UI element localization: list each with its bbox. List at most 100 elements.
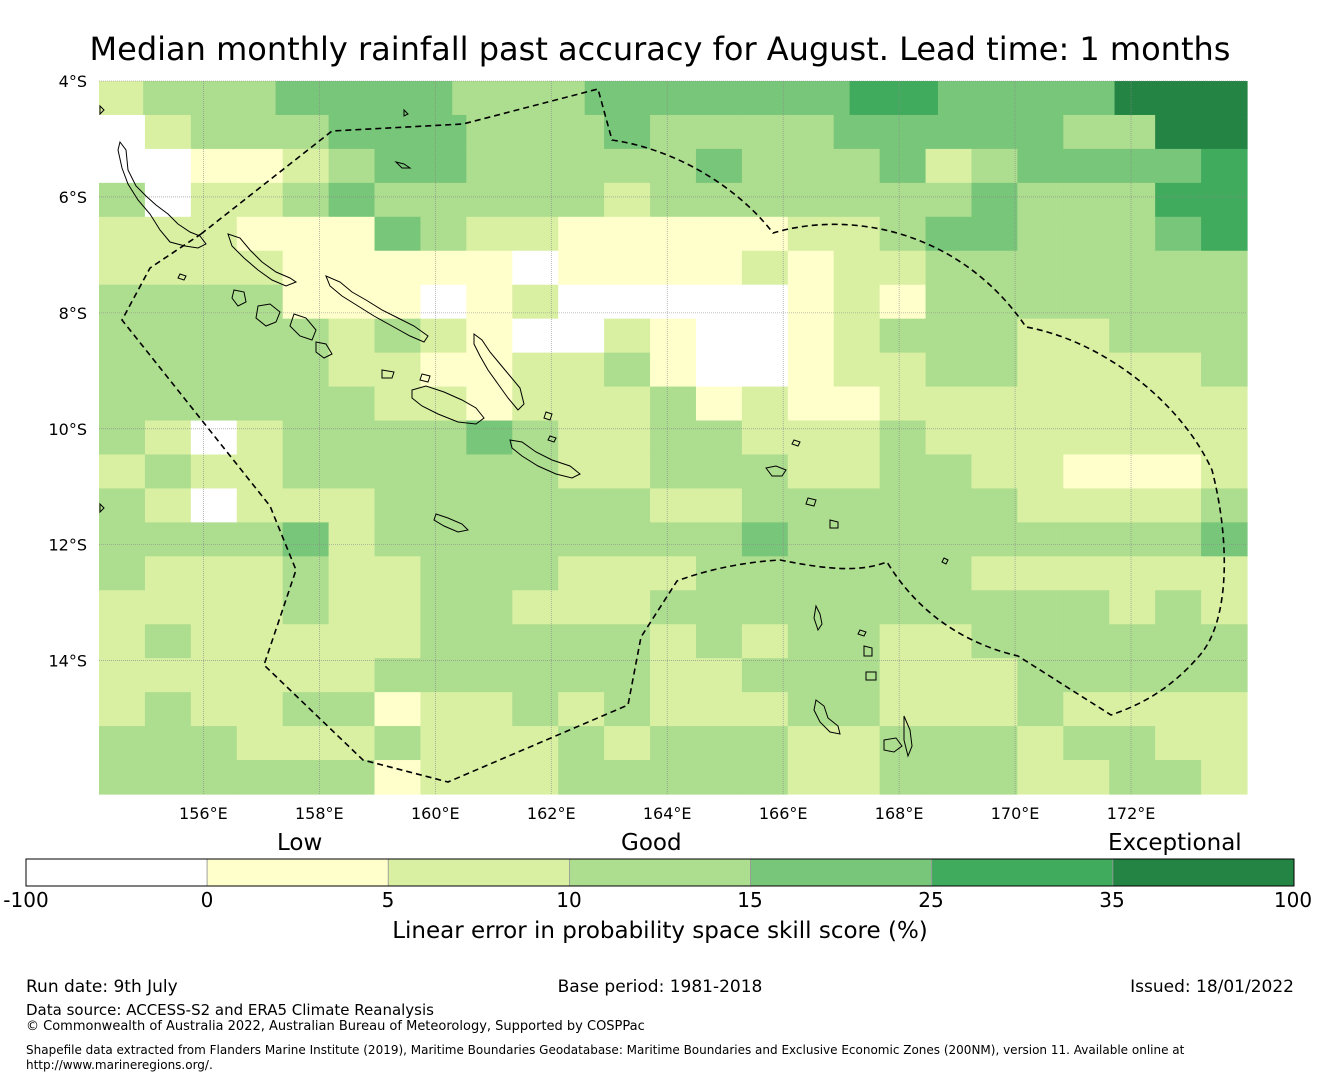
skill-cell	[1109, 352, 1156, 388]
skill-cell	[971, 658, 1018, 693]
skill-cell	[695, 624, 743, 659]
skill-cell	[282, 726, 330, 761]
skill-cell	[328, 386, 376, 422]
skill-cell	[99, 352, 146, 388]
skill-cell	[466, 284, 513, 320]
skill-cell	[833, 148, 881, 184]
skill-cell	[1155, 318, 1202, 354]
skill-cell	[1155, 216, 1202, 252]
skill-cell	[420, 182, 467, 218]
coastline-nissan	[99, 104, 105, 116]
skill-cell	[99, 556, 146, 591]
skill-cell	[374, 250, 422, 286]
skill-cell	[1201, 760, 1248, 795]
skill-cell	[282, 522, 330, 557]
skill-cell	[558, 760, 605, 795]
skill-cell	[971, 590, 1018, 625]
longitude-label: 166°E	[759, 804, 808, 823]
skill-cell	[787, 250, 835, 286]
skill-cell	[512, 658, 559, 693]
skill-cell	[604, 148, 651, 184]
skill-cell	[1201, 352, 1248, 388]
skill-cell	[833, 114, 881, 150]
colorbar-label: Linear error in probability space skill …	[392, 918, 928, 944]
skill-cell	[971, 352, 1018, 388]
skill-cell	[1158, 81, 1204, 116]
skill-cell	[374, 386, 422, 422]
skill-cell	[1063, 216, 1110, 252]
skill-cell	[1201, 148, 1248, 184]
latitude-label: 12°S	[48, 536, 87, 555]
skill-cell	[512, 284, 559, 320]
skill-cell	[741, 284, 789, 320]
skill-cell	[971, 114, 1018, 150]
coastline-choiseul	[227, 233, 298, 287]
skill-cell	[1063, 284, 1110, 320]
skill-cell	[190, 250, 238, 286]
skill-cell	[1070, 81, 1116, 116]
skill-cell	[604, 386, 651, 422]
skill-cell	[190, 590, 238, 625]
skill-cell	[512, 148, 559, 184]
skill-cell	[741, 692, 789, 727]
skill-cell	[879, 488, 927, 523]
skill-cell	[282, 250, 330, 286]
skill-cell	[971, 182, 1018, 218]
skill-cell	[971, 760, 1018, 795]
skill-cell	[1109, 522, 1156, 557]
skill-cell	[236, 114, 284, 150]
coastline-santa-isabel	[325, 275, 429, 343]
skill-cell	[925, 386, 973, 422]
skill-cell	[466, 250, 513, 286]
skill-cell	[650, 556, 697, 591]
skill-cell	[282, 182, 330, 218]
skill-cell	[512, 250, 559, 286]
skill-cell	[695, 726, 743, 761]
colorbar-segment	[931, 858, 1114, 887]
latitude-labels: 4°S 6°S 8°S 10°S 12°S 14°S	[48, 72, 87, 671]
skill-cell	[971, 624, 1018, 659]
skill-cell	[971, 692, 1018, 727]
skill-cell	[190, 624, 238, 659]
skill-cell	[1201, 420, 1248, 456]
colorbar-tick: 25	[918, 888, 944, 912]
skill-cell	[1201, 250, 1248, 286]
skill-cell	[1017, 658, 1064, 693]
skill-cell	[925, 556, 973, 591]
skill-cell	[604, 760, 651, 795]
skill-cell	[741, 624, 789, 659]
skill-cell	[1201, 658, 1248, 693]
skill-cell	[805, 81, 851, 116]
skill-cell	[741, 386, 789, 422]
skill-cell	[604, 590, 651, 625]
skill-cell	[1201, 590, 1248, 625]
skill-cell	[1201, 216, 1248, 252]
skill-cell	[236, 454, 284, 490]
skill-cell	[1109, 658, 1156, 693]
skill-cell	[190, 658, 238, 693]
skill-cell	[1017, 624, 1064, 659]
coastline-gaua	[863, 645, 873, 657]
skill-cell	[833, 590, 881, 625]
skill-cell	[741, 420, 789, 456]
skill-cell	[741, 250, 789, 286]
skill-cell	[558, 318, 605, 354]
skill-cell	[787, 182, 835, 218]
skill-cell	[937, 81, 983, 116]
skill-cell	[275, 81, 321, 116]
skill-cell	[558, 522, 605, 557]
skill-cell	[99, 692, 146, 727]
skill-cell	[512, 352, 559, 388]
skill-cell	[879, 318, 927, 354]
skill-cell	[650, 488, 697, 523]
skill-cell	[971, 318, 1018, 354]
skill-cell	[1155, 114, 1202, 150]
skill-cell	[833, 352, 881, 388]
skill-cell	[925, 250, 973, 286]
skill-cell	[695, 284, 743, 320]
skill-cell	[190, 182, 238, 218]
skill-cell	[1201, 284, 1248, 320]
skill-cell	[741, 454, 789, 490]
skill-cell	[190, 284, 238, 320]
skill-cell	[282, 420, 330, 456]
